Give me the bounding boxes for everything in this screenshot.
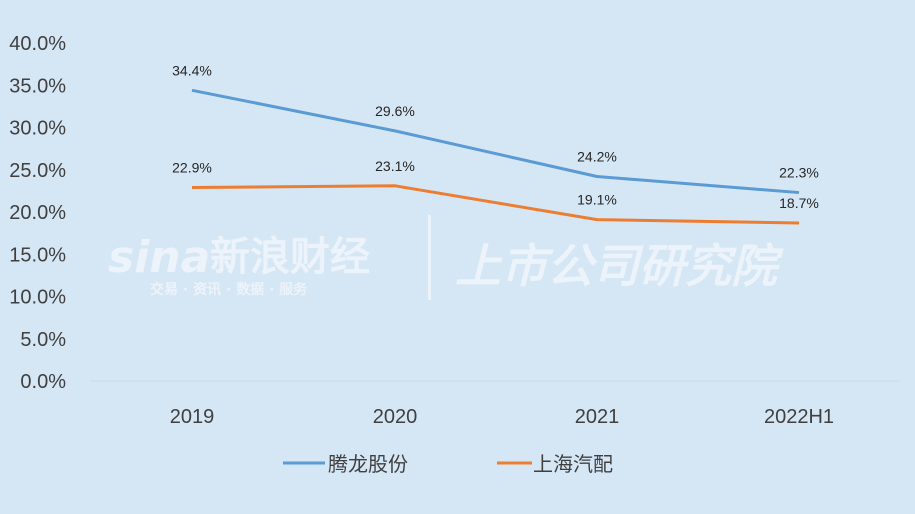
data-label: 22.3%	[779, 165, 819, 181]
y-tick-label: 30.0%	[9, 118, 66, 140]
y-tick-label: 40.0%	[9, 33, 66, 55]
svg-text:sina: sina	[108, 232, 210, 283]
watermark: sina 新浪财经 交易 · 资讯 · 数据 · 服务 上市公司研究院	[108, 215, 784, 300]
legend: 腾龙股份 上海汽配	[283, 452, 613, 476]
data-label: 34.4%	[172, 62, 212, 78]
data-label: 19.1%	[577, 192, 617, 208]
series-line-0	[191, 88, 800, 195]
y-tick-label: 15.0%	[9, 244, 66, 266]
y-tick-label: 25.0%	[9, 160, 66, 182]
data-label: 22.9%	[172, 159, 212, 175]
data-label: 18.7%	[779, 195, 819, 211]
data-label: 29.6%	[375, 103, 415, 119]
x-tick-label: 2022H1	[764, 406, 834, 428]
x-tick-label: 2019	[170, 406, 215, 428]
svg-text:新浪财经: 新浪财经	[210, 234, 370, 280]
svg-text:上市公司研究院: 上市公司研究院	[455, 239, 784, 293]
y-tick-label: 20.0%	[9, 202, 66, 224]
y-tick-label: 0.0%	[20, 371, 66, 393]
data-label: 24.2%	[577, 149, 617, 165]
x-tick-label: 2021	[575, 406, 620, 428]
legend-label-0: 腾龙股份	[328, 452, 408, 476]
y-tick-label: 5.0%	[20, 329, 66, 351]
legend-label-1: 上海汽配	[533, 452, 613, 476]
data-label: 23.1%	[375, 158, 415, 174]
y-tick-label: 10.0%	[9, 287, 66, 309]
y-tick-label: 35.0%	[9, 75, 66, 97]
x-tick-label: 2020	[373, 406, 418, 428]
svg-text:交易 · 资讯 · 数据 · 服务: 交易 · 资讯 · 数据 · 服务	[150, 281, 308, 298]
series-line-1	[191, 184, 800, 225]
